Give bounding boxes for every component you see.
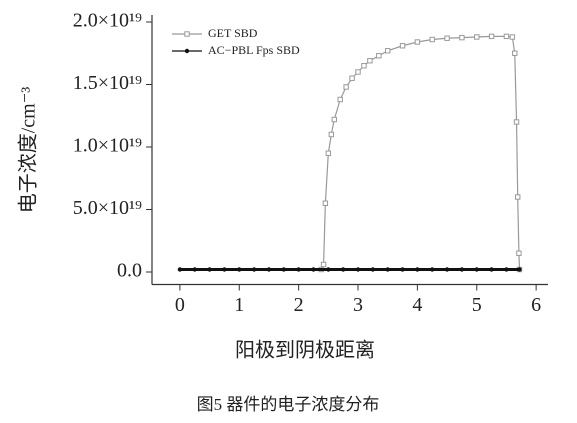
marker	[513, 119, 520, 125]
marker	[251, 267, 257, 272]
marker	[488, 33, 495, 40]
marker	[370, 267, 376, 272]
x-tick-label: 4	[412, 294, 422, 316]
marker	[509, 34, 516, 40]
marker	[281, 267, 287, 272]
marker	[311, 267, 316, 272]
marker	[322, 200, 329, 206]
marker	[504, 267, 509, 272]
marker	[343, 84, 349, 90]
marker	[489, 267, 494, 272]
marker	[207, 267, 212, 272]
marker	[415, 267, 420, 272]
marker	[361, 63, 367, 69]
y-tick-label: 2.0×10¹⁹	[73, 10, 142, 32]
marker	[517, 267, 522, 272]
marker	[177, 267, 183, 272]
marker	[355, 267, 361, 272]
x-axis-label: 阳极到阴极距离	[235, 339, 375, 362]
marker	[192, 267, 197, 272]
marker	[515, 194, 521, 200]
marker	[349, 75, 355, 81]
y-axis-label: 电子浓度/cm⁻³	[17, 87, 40, 214]
x-tick-label: 2	[294, 294, 304, 316]
marker	[399, 43, 406, 49]
marker	[328, 131, 334, 138]
marker	[459, 267, 465, 272]
marker	[237, 267, 242, 272]
marker	[367, 58, 373, 64]
x-tick-label: 5	[472, 294, 482, 316]
marker	[355, 69, 361, 75]
marker	[414, 39, 421, 45]
marker	[222, 267, 227, 272]
marker	[376, 53, 382, 59]
marker	[340, 267, 346, 272]
marker	[503, 33, 510, 40]
marker	[385, 48, 391, 54]
marker	[430, 267, 435, 272]
marker	[337, 96, 343, 103]
marker	[325, 150, 332, 156]
x-tick-label: 3	[353, 294, 363, 316]
y-tick-label: 0.0	[117, 260, 142, 282]
x-tick-label: 1	[234, 294, 244, 316]
y-tick-label: 1.0×10¹⁹	[73, 135, 142, 157]
marker	[331, 116, 337, 123]
legend-label: AC−PBL Fps SBD	[208, 43, 300, 57]
y-tick-label: 1.5×10¹⁹	[73, 72, 142, 94]
marker	[444, 267, 450, 272]
marker	[444, 35, 450, 41]
marker	[400, 267, 405, 272]
caption: 图5 器件的电子浓度分布	[197, 395, 380, 414]
marker	[459, 34, 465, 41]
marker	[385, 267, 390, 272]
x-tick-label: 6	[531, 294, 541, 316]
marker	[512, 50, 518, 56]
legend-marker	[184, 31, 190, 37]
marker	[296, 267, 301, 272]
y-tick-label: 5.0×10¹⁹	[73, 197, 142, 219]
legend-label: GET SBD	[208, 26, 258, 40]
x-tick-label: 0	[175, 294, 185, 316]
legend-marker	[184, 48, 190, 54]
marker	[516, 250, 522, 256]
marker	[320, 261, 327, 268]
marker	[326, 267, 331, 272]
marker	[266, 267, 272, 272]
marker	[474, 267, 479, 272]
series-line	[320, 35, 521, 270]
marker	[474, 34, 480, 40]
marker	[429, 36, 435, 43]
